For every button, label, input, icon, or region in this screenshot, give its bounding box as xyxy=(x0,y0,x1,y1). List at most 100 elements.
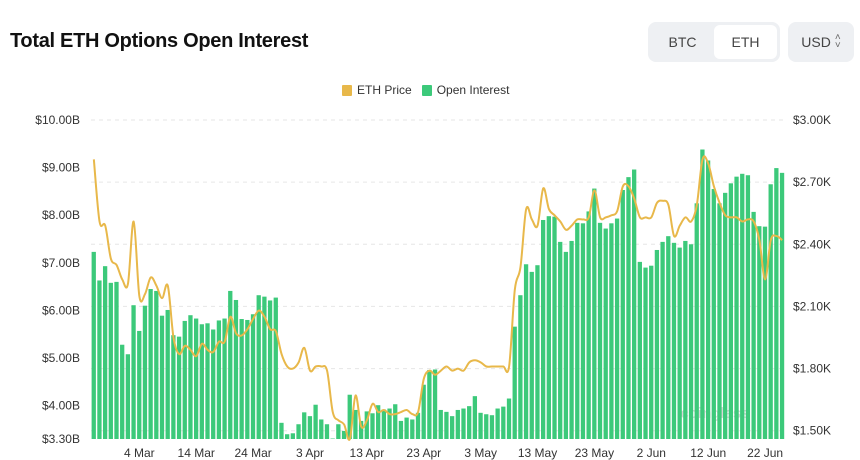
oi-bar xyxy=(250,314,256,439)
oi-bar xyxy=(233,299,239,439)
oi-bar xyxy=(512,326,517,439)
oi-bar xyxy=(728,183,734,439)
oi-bar xyxy=(717,203,722,439)
oi-bar xyxy=(705,160,711,439)
oi-bar xyxy=(415,412,421,439)
oi-bar xyxy=(558,241,563,439)
oi-bar xyxy=(506,398,512,439)
oi-bar xyxy=(188,315,193,439)
oi-bar xyxy=(387,408,392,439)
oi-bar xyxy=(211,329,216,439)
oi-bar xyxy=(620,189,625,439)
x-axis-tick: 4 Mar xyxy=(124,446,155,460)
right-axis-tick: $3.00K xyxy=(793,113,831,127)
currency-select[interactable]: USD ˄ ˅ xyxy=(788,22,854,62)
oi-bar xyxy=(114,281,119,439)
oi-bar xyxy=(774,168,779,439)
oi-bar xyxy=(449,416,455,439)
oi-bar xyxy=(745,175,751,439)
oi-bar xyxy=(353,409,358,439)
oi-bar xyxy=(262,296,267,439)
x-axis-tick: 24 Mar xyxy=(234,446,271,460)
x-axis-tick: 2 Jun xyxy=(637,446,666,460)
oi-bar xyxy=(580,223,586,439)
oi-bar xyxy=(273,297,278,439)
oi-bar xyxy=(370,413,375,439)
legend-label: Open Interest xyxy=(436,83,510,97)
eth-tab[interactable]: ETH xyxy=(714,25,777,59)
legend-open-interest[interactable]: Open Interest xyxy=(421,83,510,97)
oi-bar xyxy=(376,405,381,439)
oi-bar xyxy=(131,305,136,439)
legend-swatch-oi xyxy=(421,84,432,96)
oi-bar xyxy=(626,177,631,439)
oi-bar xyxy=(97,280,102,439)
oi-bar xyxy=(364,411,369,439)
oi-bar xyxy=(347,394,352,439)
oi-bar xyxy=(688,244,694,439)
btc-tab[interactable]: BTC xyxy=(668,34,697,50)
oi-bar xyxy=(757,226,762,439)
x-axis-tick: 22 Jun xyxy=(747,446,783,460)
oi-bar xyxy=(336,424,341,439)
oi-bar xyxy=(120,344,125,439)
oi-bar xyxy=(393,404,398,439)
oi-bar xyxy=(358,420,364,439)
oi-bar xyxy=(444,411,449,439)
oi-bar xyxy=(666,236,671,439)
oi-bar xyxy=(546,216,551,439)
oi-bar xyxy=(711,189,716,439)
oi-bar xyxy=(495,408,500,439)
oi-bar xyxy=(614,218,620,439)
oi-bar xyxy=(654,249,660,439)
oi-bar xyxy=(540,219,546,439)
oi-bar xyxy=(398,420,404,439)
x-axis-tick: 13 Apr xyxy=(350,446,385,460)
oi-bar xyxy=(467,406,472,439)
oi-bar xyxy=(148,289,153,439)
x-axis-tick: 23 Apr xyxy=(406,446,441,460)
legend-label: ETH Price xyxy=(357,83,412,97)
oi-bar xyxy=(341,430,347,439)
oi-bar xyxy=(489,415,495,439)
oi-bar xyxy=(518,295,523,439)
legend-eth-price[interactable]: ETH Price xyxy=(342,83,412,97)
oi-bar xyxy=(165,309,170,439)
left-axis-tick: $10.00B xyxy=(35,113,80,127)
oi-bar xyxy=(267,300,273,439)
oi-bar xyxy=(575,222,580,439)
oi-bar xyxy=(199,324,204,439)
legend: ETH Price Open Interest xyxy=(342,83,509,97)
oi-bar xyxy=(501,406,506,439)
right-axis-tick: $2.70K xyxy=(793,175,831,189)
chevron-updown-icon: ˄ ˅ xyxy=(834,32,841,51)
oi-bar xyxy=(137,330,142,439)
x-axis-tick: 14 Mar xyxy=(178,446,215,460)
oi-bar xyxy=(108,282,113,439)
right-axis-tick: $2.40K xyxy=(793,237,831,251)
oi-bar xyxy=(552,216,557,439)
oi-bar xyxy=(410,419,415,439)
oi-bar xyxy=(159,315,165,439)
oi-bar xyxy=(563,251,569,439)
oi-bar xyxy=(734,176,739,439)
oi-bar xyxy=(142,305,148,439)
oi-bar xyxy=(324,424,330,439)
oi-bar xyxy=(307,416,313,439)
oi-bar xyxy=(302,412,307,439)
oi-bar xyxy=(694,203,699,439)
oi-bar xyxy=(751,211,756,439)
oi-bar xyxy=(256,295,261,439)
eth-price-line xyxy=(92,155,783,441)
legend-swatch-price xyxy=(342,84,352,96)
oi-bar xyxy=(700,149,705,439)
oi-bar xyxy=(484,414,489,439)
oi-bar xyxy=(603,228,608,439)
oi-bar xyxy=(597,222,603,439)
oi-bar xyxy=(381,409,387,439)
oi-bar xyxy=(125,354,131,439)
oi-bar xyxy=(637,261,642,439)
oi-bar xyxy=(723,192,728,439)
